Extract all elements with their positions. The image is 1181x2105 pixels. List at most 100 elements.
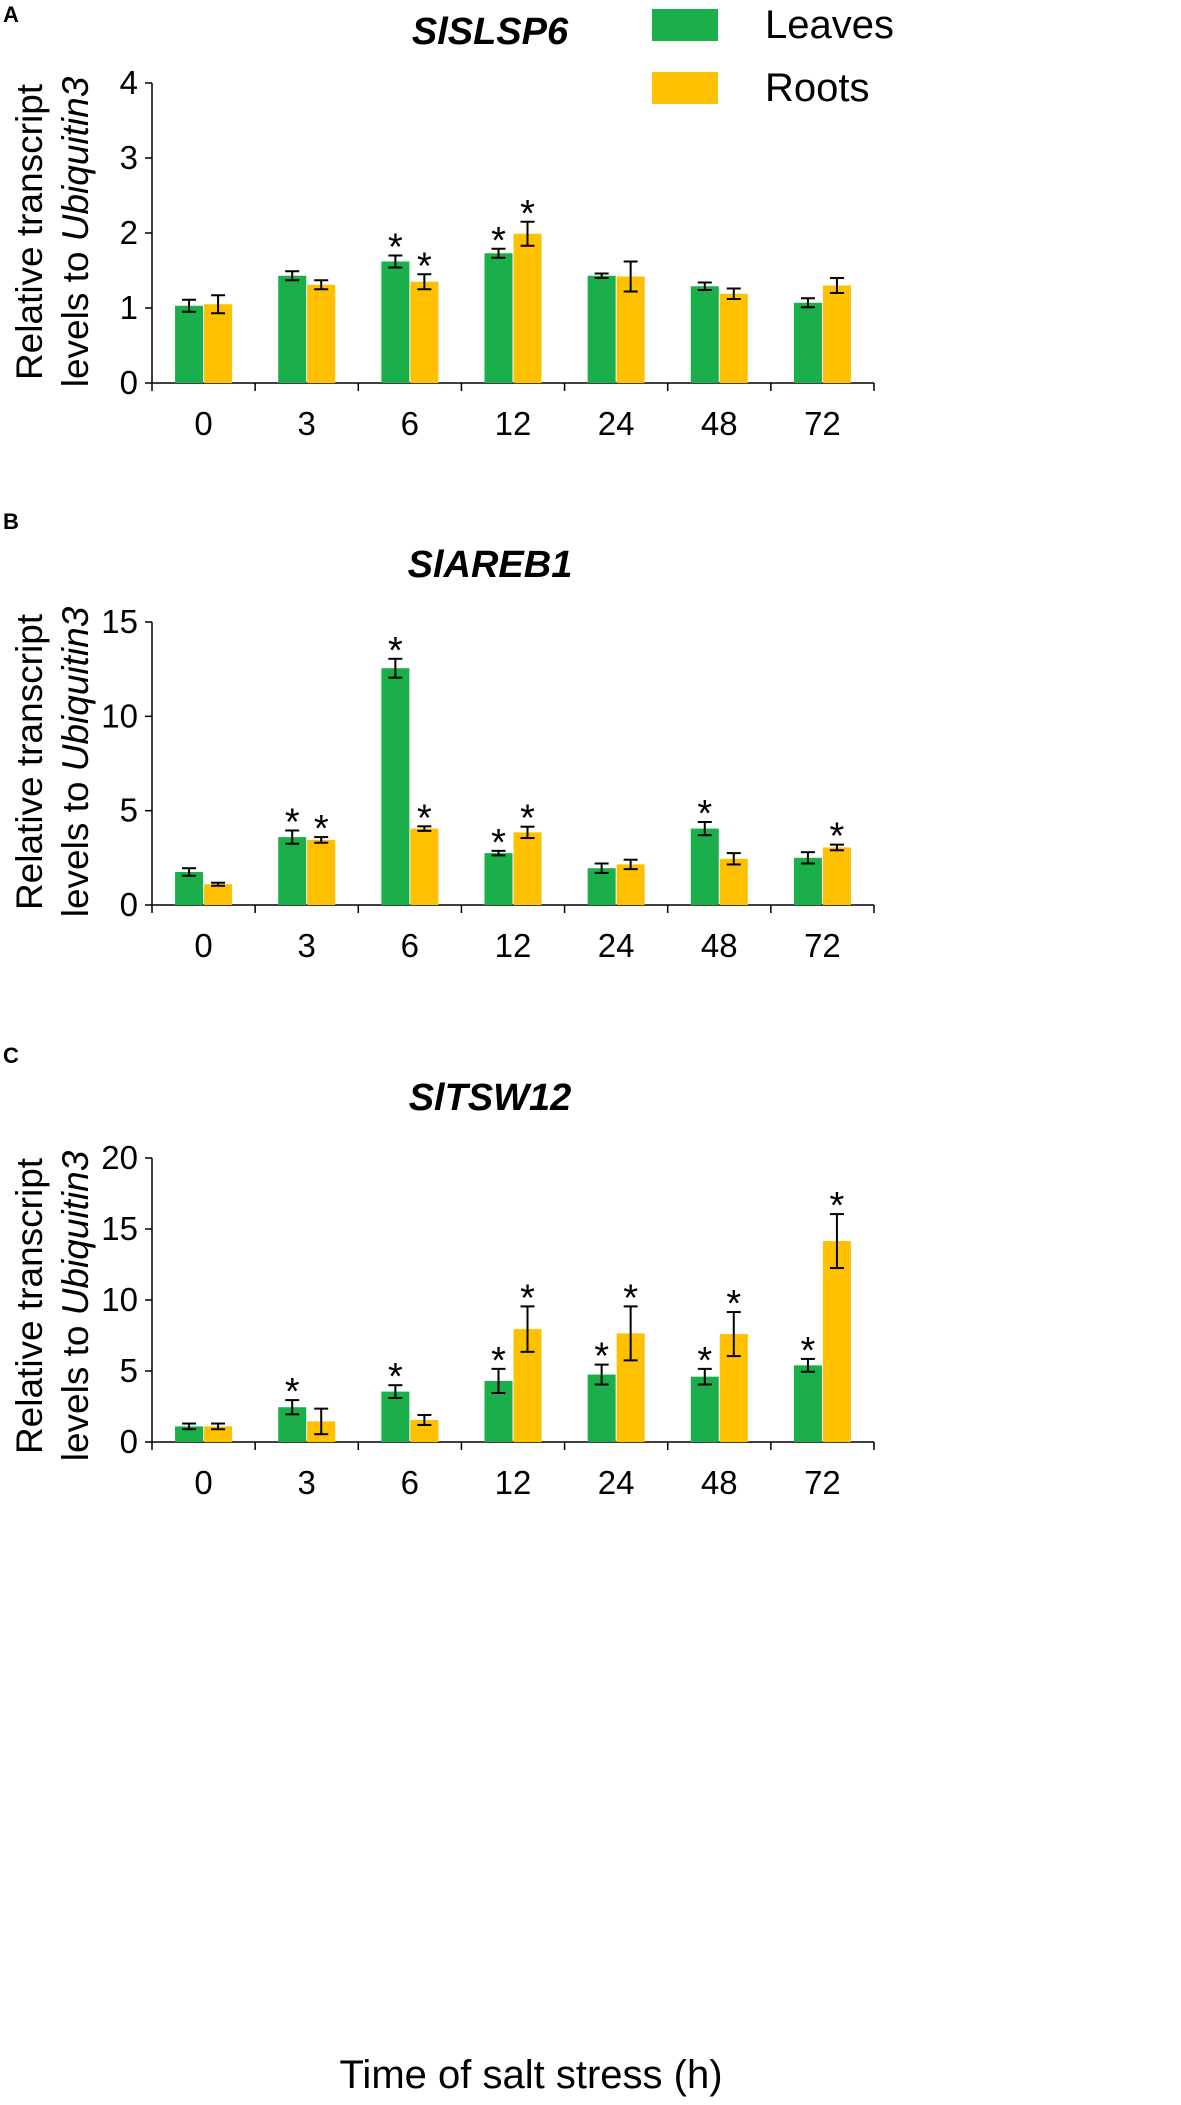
significance-star: * — [417, 797, 432, 839]
chart-title: SlAREB1 — [408, 544, 573, 586]
significance-star: * — [417, 245, 432, 287]
x-tick-label: 48 — [701, 927, 738, 964]
x-tick-label: 12 — [495, 927, 532, 964]
panel-label: B — [3, 509, 19, 534]
bar-roots — [204, 884, 233, 905]
bar-roots — [719, 293, 748, 383]
bar-leaves — [175, 305, 204, 383]
bar-leaves — [381, 1391, 410, 1442]
bar-roots — [204, 304, 233, 383]
bar-leaves — [175, 871, 204, 905]
x-tick-label: 6 — [401, 405, 419, 442]
y-axis-title-line2: levels to Ubiquitin3 — [55, 1150, 96, 1461]
significance-star: * — [594, 1336, 609, 1378]
panel-a: A SlSLSP6 Relative transcript levels to … — [3, 2, 875, 442]
y-tick-label: 3 — [120, 139, 138, 176]
y-tick-label: 15 — [101, 603, 138, 640]
significance-star: * — [285, 801, 300, 843]
y-axis-title-prefix: levels to — [55, 1315, 96, 1461]
y-axis-title-italic: Ubiquitin3 — [55, 606, 96, 771]
bar-roots — [719, 858, 748, 905]
significance-star: * — [491, 220, 506, 262]
bar-roots — [513, 233, 542, 383]
legend-swatch-leaves — [652, 9, 718, 41]
x-tick-label: 6 — [401, 927, 419, 964]
panel-b: B SlAREB1 Relative transcript levels to … — [3, 509, 875, 964]
x-tick-label: 48 — [701, 405, 738, 442]
x-tick-label: 0 — [194, 405, 212, 442]
y-tick-label: 15 — [101, 1210, 138, 1247]
significance-star: * — [520, 193, 535, 235]
significance-star: * — [801, 1330, 816, 1372]
x-tick-label: 12 — [495, 405, 532, 442]
y-tick-label: 5 — [120, 792, 138, 829]
y-tick-label: 4 — [120, 64, 138, 101]
significance-star: * — [726, 1283, 741, 1325]
y-axis-title-line2: levels to Ubiquitin3 — [55, 76, 96, 387]
x-tick-label: 3 — [298, 405, 316, 442]
significance-star: * — [697, 1340, 712, 1382]
y-axis-title-line2: levels to Ubiquitin3 — [55, 606, 96, 917]
panel-label: A — [3, 2, 19, 27]
chart-title: SlTSW12 — [409, 1077, 572, 1119]
legend-label-roots: Roots — [765, 66, 870, 110]
y-tick-label: 10 — [101, 697, 138, 734]
bar-leaves — [793, 857, 822, 905]
x-tick-label: 24 — [598, 927, 635, 964]
bar-leaves — [278, 275, 307, 383]
y-axis-title-line1: Relative transcript — [9, 83, 50, 380]
significance-star: * — [314, 808, 329, 850]
x-tick-label: 72 — [804, 405, 841, 442]
x-tick-label: 3 — [298, 1464, 316, 1501]
y-axis-title: Relative transcript levels to Ubiquitin3 — [9, 606, 96, 917]
y-axis-title-prefix: levels to — [55, 241, 96, 387]
bar-leaves — [381, 668, 410, 905]
bar-roots — [204, 1426, 233, 1442]
bar-leaves — [793, 1365, 822, 1442]
x-tick-label: 48 — [701, 1464, 738, 1501]
significance-star: * — [830, 816, 845, 858]
bar-roots — [616, 864, 645, 905]
bar-leaves — [587, 275, 616, 383]
x-tick-label: 0 — [194, 1464, 212, 1501]
x-tick-label: 0 — [194, 927, 212, 964]
x-tick-label: 24 — [598, 1464, 635, 1501]
bar-roots — [822, 1241, 851, 1442]
y-axis-title: Relative transcript levels to Ubiquitin3 — [9, 1150, 96, 1461]
x-tick-label: 24 — [598, 405, 635, 442]
legend-swatch-roots — [652, 72, 718, 104]
bar-roots — [616, 276, 645, 383]
bar-roots — [410, 281, 439, 383]
bar-leaves — [690, 286, 719, 383]
y-axis-title-prefix: levels to — [55, 771, 96, 917]
x-tick-label: 12 — [495, 1464, 532, 1501]
panel-c: C SlTSW12 Relative transcript levels to … — [3, 1043, 875, 1501]
bar-leaves — [484, 853, 513, 905]
x-tick-label: 72 — [804, 927, 841, 964]
y-axis-title-italic: Ubiquitin3 — [55, 1150, 96, 1315]
bar-leaves — [587, 868, 616, 905]
bar-roots — [513, 832, 542, 905]
y-tick-label: 2 — [120, 214, 138, 251]
y-tick-label: 20 — [101, 1139, 138, 1176]
significance-star: * — [388, 630, 403, 672]
y-axis-title-line1: Relative transcript — [9, 613, 50, 910]
y-tick-label: 0 — [120, 364, 138, 401]
y-axis-title-italic: Ubiquitin3 — [55, 76, 96, 241]
legend-label-leaves: Leaves — [765, 3, 894, 47]
bar-roots — [822, 285, 851, 383]
bar-leaves — [793, 302, 822, 383]
significance-star: * — [388, 227, 403, 269]
bar-leaves — [587, 1374, 616, 1442]
bar-leaves — [690, 1376, 719, 1442]
bar-roots — [822, 847, 851, 905]
significance-star: * — [285, 1371, 300, 1413]
bar-leaves — [278, 837, 307, 905]
y-tick-label: 0 — [120, 886, 138, 923]
significance-star: * — [520, 1277, 535, 1319]
significance-star: * — [830, 1185, 845, 1227]
y-tick-label: 0 — [120, 1423, 138, 1460]
significance-star: * — [491, 1340, 506, 1382]
